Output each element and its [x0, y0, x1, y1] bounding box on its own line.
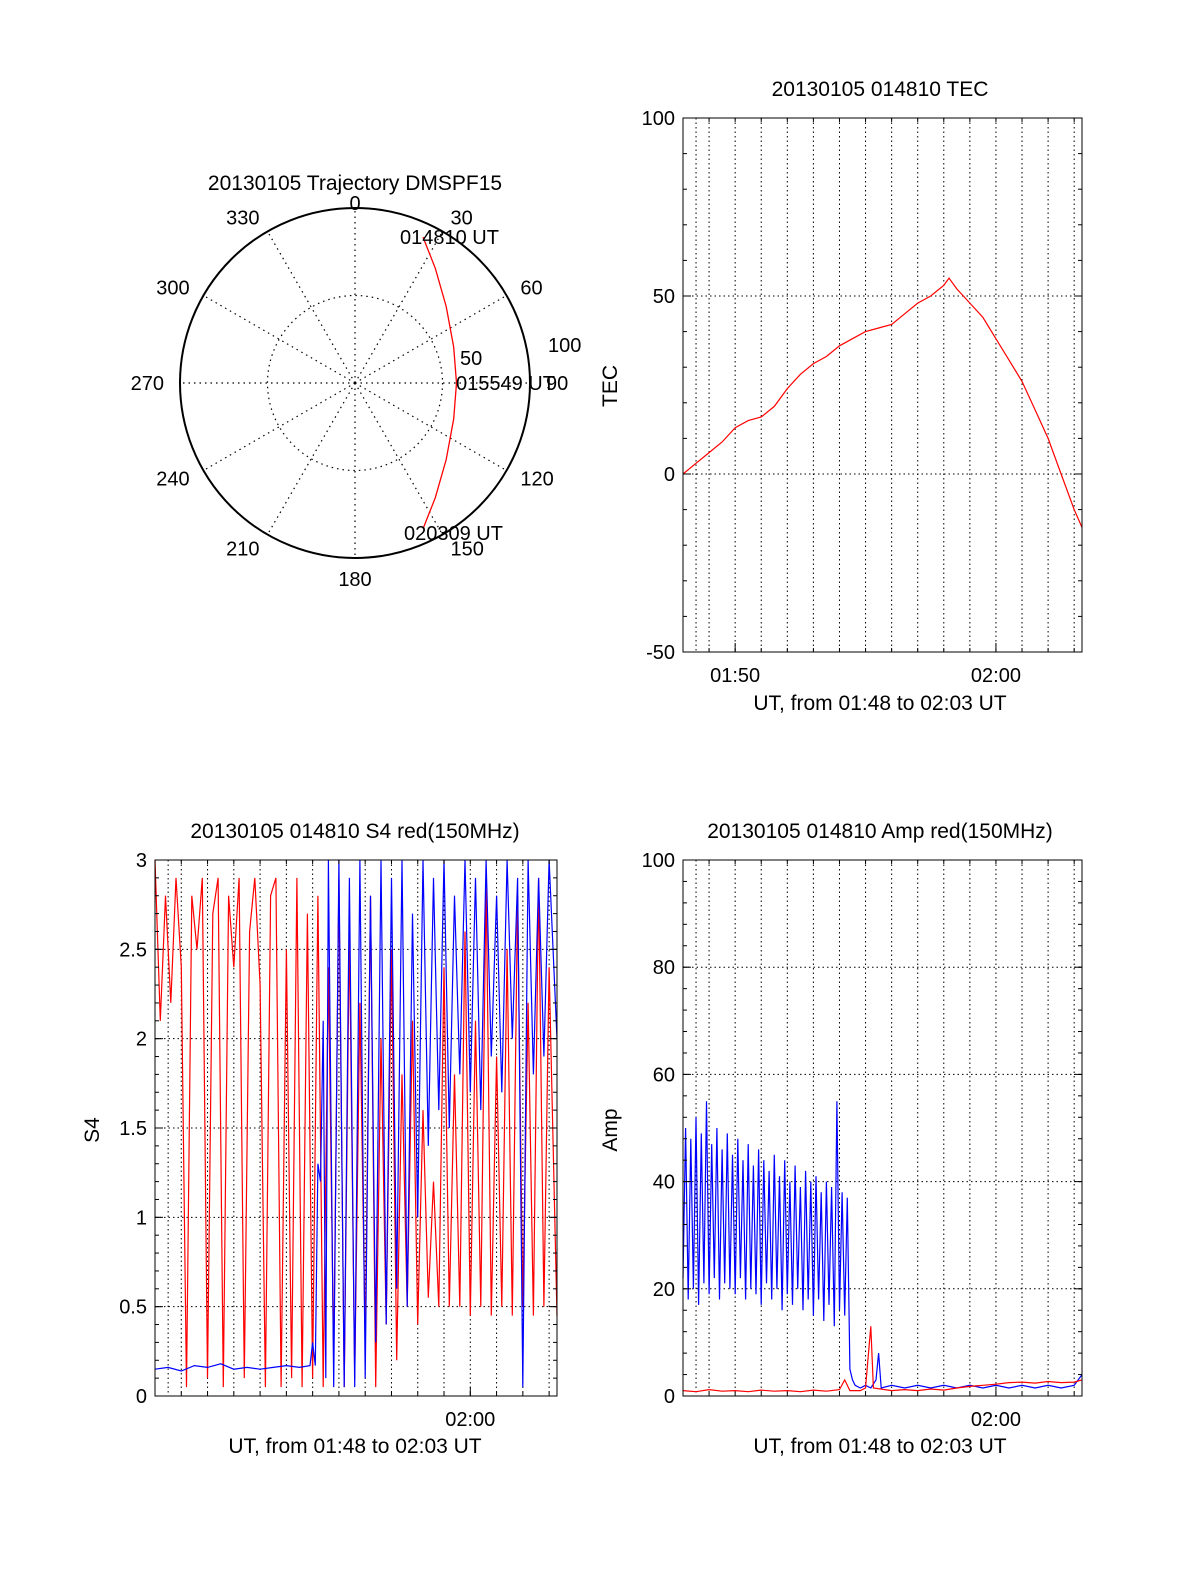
polar-ring-50 — [266, 294, 444, 472]
y-tick-label: 2 — [136, 1029, 147, 1051]
y-tick-label: 100 — [642, 850, 675, 872]
polar-angle-label: 120 — [520, 469, 553, 491]
polar-angle-label: 30 — [451, 208, 473, 230]
polar-angle-label: 90 — [546, 373, 568, 395]
x-tick-label: 02:00 — [971, 1409, 1021, 1431]
p1-series-0-line — [682, 277, 1083, 528]
polar-spoke — [203, 382, 356, 472]
amp-grid — [683, 860, 1082, 1396]
y-tick-label: 1 — [136, 1207, 147, 1229]
y-tick-label: 40 — [653, 1172, 675, 1194]
polar-spoke — [266, 231, 356, 384]
polar-angle-label: 210 — [226, 538, 259, 560]
y-tick-label: 3 — [136, 850, 147, 872]
polar-angle-label: 0 — [349, 193, 360, 215]
s4-y-ticks: 0 0.5 1 1.5 2 2.5 3 — [119, 850, 557, 1408]
tec-x-ticks: 01:50 02:00 — [710, 643, 1021, 687]
s4-minor-ticks — [154, 859, 557, 1397]
tec-title: 20130105 014810 TEC — [772, 78, 989, 101]
polar-title: 20130105 Trajectory DMSPF15 — [208, 172, 502, 195]
x-tick-label: 01:50 — [710, 665, 760, 687]
polar-angle-label: 240 — [156, 469, 189, 491]
x-tick-label: 02:00 — [445, 1409, 495, 1431]
s4-x-axis-label: UT, from 01:48 to 02:03 UT — [228, 1435, 481, 1458]
polar-grid — [180, 208, 530, 558]
tec-panel: 20130105 014810 TEC -50 0 50 100 01:50 02:00… — [599, 78, 1083, 715]
amp-plot-frame — [682, 859, 1083, 1397]
radial-label-50: 50 — [460, 348, 482, 370]
x-tick-label: 02:00 — [971, 665, 1021, 687]
p2-series-1-line — [154, 859, 558, 1388]
trajectory-line — [422, 236, 458, 530]
amp-y-ticks: 0 20 40 60 80 100 — [642, 850, 1082, 1408]
polar-angle-label: 180 — [338, 569, 371, 591]
trajectory-end-label: 020309 UT — [404, 523, 503, 545]
p3-series-1-line — [682, 1326, 1083, 1393]
radial-label-100: 100 — [548, 335, 581, 357]
s4-x-ticks: 02:00 — [445, 1387, 495, 1431]
polar-angle-label: 60 — [520, 278, 542, 300]
y-tick-label: 100 — [642, 108, 675, 130]
trajectory-mid-label: 015549 UT — [456, 373, 555, 395]
y-tick-label: -50 — [646, 642, 675, 664]
y-tick-label: 0 — [664, 464, 675, 486]
amp-title: 20130105 014810 Amp red(150MHz) — [707, 820, 1053, 843]
polar-spoke — [354, 294, 507, 384]
tec-grid — [683, 118, 1082, 652]
y-tick-label: 0 — [136, 1386, 147, 1408]
y-tick-label: 60 — [653, 1064, 675, 1086]
polar-angle-labels: 0 30 60 90 120 150 180 210 240 270 300 330 — [131, 193, 569, 591]
polar-spoke — [354, 382, 507, 472]
y-tick-label: 50 — [653, 286, 675, 308]
s4-title: 20130105 014810 S4 red(150MHz) — [190, 820, 519, 843]
tec-plot-frame — [682, 117, 1083, 653]
s4-y-axis-label: S4 — [81, 1117, 104, 1143]
polar-angle-label: 150 — [451, 538, 484, 560]
amp-series-group — [682, 1101, 1083, 1393]
y-tick-label: 0 — [664, 1386, 675, 1408]
tec-x-axis-label: UT, from 01:48 to 02:03 UT — [753, 692, 1006, 715]
y-tick-label: 20 — [653, 1279, 675, 1301]
s4-series-group — [154, 859, 558, 1388]
y-tick-label: 0.5 — [119, 1297, 147, 1319]
polar-trajectory-panel: 20130105 Trajectory DMSPF15 0 30 60 90 120 15… — [131, 172, 582, 591]
p3-series-0-line — [682, 1101, 1083, 1389]
polar-angle-label: 300 — [156, 278, 189, 300]
y-tick-label: 80 — [653, 957, 675, 979]
amp-x-axis-label: UT, from 01:48 to 02:03 UT — [753, 1435, 1006, 1458]
tec-y-ticks: -50 0 50 100 — [642, 108, 1082, 664]
tec-y-axis-label: TEC — [599, 365, 622, 407]
amp-x-ticks: 02:00 — [971, 1387, 1021, 1431]
tec-series-group — [682, 277, 1083, 528]
polar-angle-label: 330 — [226, 208, 259, 230]
y-tick-label: 2.5 — [119, 939, 147, 961]
polar-angle-label: 270 — [131, 373, 164, 395]
amp-panel: 20130105 014810 Amp red(150MHz) 0 20 40 60 8… — [599, 820, 1083, 1458]
trajectory-start-label: 014810 UT — [400, 227, 499, 249]
y-tick-label: 1.5 — [119, 1118, 147, 1140]
amp-y-axis-label: Amp — [599, 1108, 622, 1151]
polar-outer-circle — [179, 207, 531, 559]
s4-panel: 20130105 014810 S4 red(150MHz) 0 0.5 1 1.5 2… — [81, 820, 558, 1458]
polar-spoke — [266, 382, 356, 535]
